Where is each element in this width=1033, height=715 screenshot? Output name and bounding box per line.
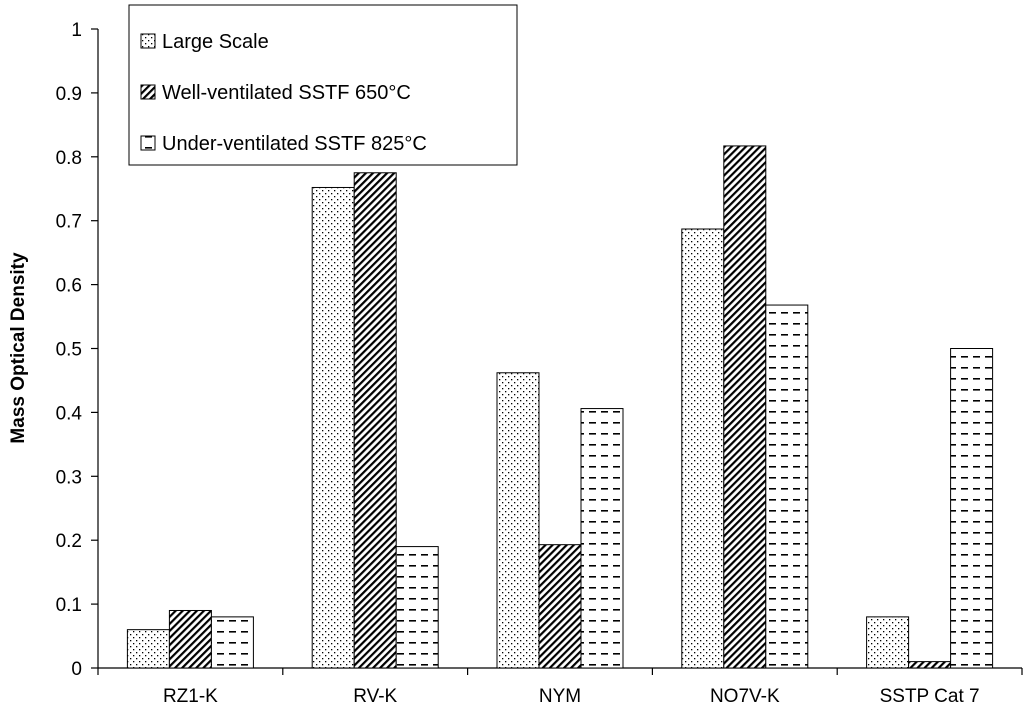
bar-2-2: [580, 408, 624, 669]
y-tick-label: 0.3: [56, 467, 82, 488]
bar-1-3: [723, 145, 767, 669]
y-tick-label: 0.1: [56, 595, 82, 616]
bars: [126, 145, 994, 669]
x-tick-label: SSTP Cat 7: [880, 686, 980, 707]
legend: Large Scale Well-ventilated SSTF 650°C Und…: [128, 4, 518, 166]
y-tick-label: 0.8: [56, 148, 82, 169]
y-tick-label: 0.5: [56, 340, 82, 361]
bar-2-0: [210, 616, 254, 669]
legend-label: Large Scale: [162, 31, 269, 53]
y-tick-label: 0.4: [56, 403, 83, 424]
x-tick-label: RV-K: [353, 686, 397, 707]
bar-1-2: [538, 544, 582, 669]
bar-2-3: [765, 304, 809, 669]
x-tick-label: NYM: [539, 686, 581, 707]
bar-1-0: [168, 609, 212, 669]
legend-label: Under-ventilated SSTF 825°C: [162, 133, 427, 155]
x-tick-label: NO7V-K: [710, 686, 780, 707]
bar-1-1: [353, 172, 397, 669]
y-tick-label: 0.9: [56, 84, 82, 105]
bar-2-4: [950, 348, 994, 669]
y-tick-label: 1: [71, 20, 82, 41]
legend-box: [128, 4, 518, 166]
y-ticks: 0 0.1 0.2 0.3 0.4 0.5 0.6 0.7 0.8 0.9 1: [56, 20, 98, 680]
bar-0-4: [866, 616, 910, 669]
legend-swatch: [140, 84, 156, 100]
bar-0-1: [311, 186, 355, 669]
legend-label: Well-ventilated SSTF 650°C: [162, 82, 411, 104]
x-ticks: RZ1-K RV-K NYM NO7V-K SSTP Cat 7: [97, 668, 1023, 707]
legend-swatch: [140, 135, 156, 151]
bar-0-2: [496, 372, 540, 669]
bar-0-0: [126, 629, 170, 669]
bar-0-3: [681, 228, 725, 669]
bar-2-1: [395, 546, 439, 669]
y-tick-label: 0.2: [56, 531, 82, 552]
x-tick-label: RZ1-K: [163, 686, 218, 707]
legend-swatch: [140, 33, 156, 49]
y-tick-label: 0.7: [56, 212, 82, 233]
y-axis-title: Mass Optical Density: [8, 252, 29, 444]
bar-1-4: [908, 661, 952, 669]
y-tick-label: 0.6: [56, 276, 82, 297]
y-tick-label: 0: [71, 659, 82, 680]
